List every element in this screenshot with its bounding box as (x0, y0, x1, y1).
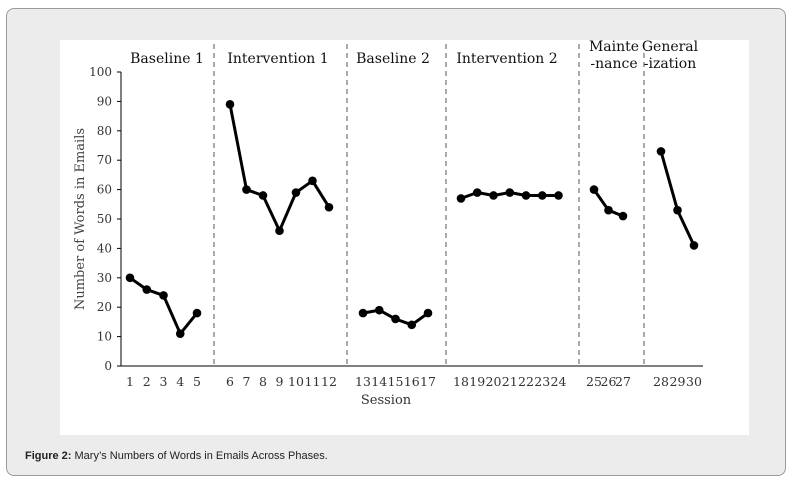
x-tick-label: 3 (160, 374, 168, 389)
x-tick-label: 1 (126, 374, 134, 389)
data-point (689, 241, 699, 250)
x-tick-label: 6 (226, 374, 234, 389)
x-tick-label: 30 (686, 374, 702, 389)
x-tick-label: 2 (143, 374, 151, 389)
x-tick-label: 9 (276, 374, 284, 389)
data-point (391, 314, 400, 324)
x-tick-label: 14 (371, 374, 387, 389)
phase-series-line (228, 104, 331, 233)
data-point (673, 205, 682, 215)
phase-label: Intervention 2 (456, 51, 557, 67)
data-point (291, 188, 301, 197)
phase-series-line (129, 276, 199, 336)
x-tick-label: 5 (193, 374, 201, 389)
y-tick-label: 100 (89, 65, 112, 79)
y-tick-label: 60 (97, 183, 112, 197)
figure-caption: Figure 2: Mary’s Numbers of Words in Ema… (25, 450, 328, 462)
data-point (423, 308, 433, 318)
x-axis-label: Session (361, 393, 412, 408)
x-tick-label: 11 (305, 374, 321, 389)
x-tick-label: 15 (388, 374, 404, 389)
y-tick-label: 30 (97, 271, 112, 285)
y-tick-label: 70 (97, 153, 112, 167)
x-tick-label: 26 (601, 374, 617, 389)
data-point (554, 191, 563, 200)
y-tick-label: 0 (104, 359, 112, 373)
data-point (159, 291, 168, 300)
y-tick-label: 40 (97, 241, 112, 255)
phase-label: Baseline 1 (130, 51, 204, 67)
data-point (258, 191, 268, 200)
x-tick-label: 8 (259, 374, 267, 389)
x-tick-label: 7 (243, 374, 251, 389)
data-point (604, 205, 613, 215)
data-point (125, 273, 135, 283)
x-tick-label: 24 (551, 374, 567, 389)
x-tick-label: 18 (453, 374, 469, 389)
x-tick-label: 22 (518, 374, 534, 389)
figure-frame (6, 8, 786, 476)
x-tick-label: 13 (355, 374, 371, 389)
data-point (589, 185, 599, 194)
phase-label: General (642, 39, 699, 55)
data-point (225, 100, 235, 109)
data-point (374, 305, 384, 315)
caption-label: Figure 2: (25, 450, 72, 462)
data-point (456, 194, 466, 203)
data-point (537, 191, 547, 200)
data-point (656, 147, 666, 156)
y-tick-label: 90 (97, 94, 112, 108)
data-point (489, 191, 498, 200)
caption-text: Mary’s Numbers of Words in Emails Across… (74, 450, 328, 462)
x-tick-label: 4 (176, 374, 184, 389)
phase-label: -ization (644, 56, 696, 72)
phase-label: Baseline 2 (356, 51, 430, 67)
data-point (175, 329, 185, 338)
x-tick-label: 19 (469, 374, 485, 389)
x-tick-label: 10 (288, 374, 304, 389)
phase-label: Mainte (589, 39, 639, 55)
x-tick-label: 20 (486, 374, 502, 389)
x-tick-label: 29 (670, 374, 686, 389)
phase-series-line (659, 150, 696, 247)
x-tick-label: 16 (404, 374, 420, 389)
data-point (324, 202, 334, 212)
data-point (521, 191, 531, 200)
data-point (505, 188, 515, 197)
data-point (308, 176, 317, 186)
data-point (407, 320, 417, 330)
y-tick-label: 50 (97, 212, 112, 226)
y-tick-label: 20 (97, 300, 112, 314)
x-tick-label: 23 (534, 374, 550, 389)
phase-label: Intervention 1 (227, 51, 328, 67)
plot-area (60, 40, 749, 435)
data-point (618, 211, 628, 221)
y-tick-label: 10 (97, 330, 112, 344)
x-tick-label: 12 (321, 374, 337, 389)
x-tick-label: 27 (615, 374, 631, 389)
data-point (192, 308, 202, 318)
x-tick-label: 25 (586, 374, 602, 389)
x-tick-label: 21 (502, 374, 518, 389)
data-point (472, 188, 482, 197)
data-point (242, 185, 251, 194)
phase-label: -nance (590, 56, 637, 72)
data-point (275, 226, 284, 236)
data-point (142, 285, 152, 294)
data-point (358, 308, 368, 318)
y-tick-label: 80 (97, 124, 112, 138)
x-tick-label: 17 (420, 374, 436, 389)
x-tick-label: 28 (653, 374, 669, 389)
y-axis-label: Number of Words in Emails (73, 128, 88, 310)
